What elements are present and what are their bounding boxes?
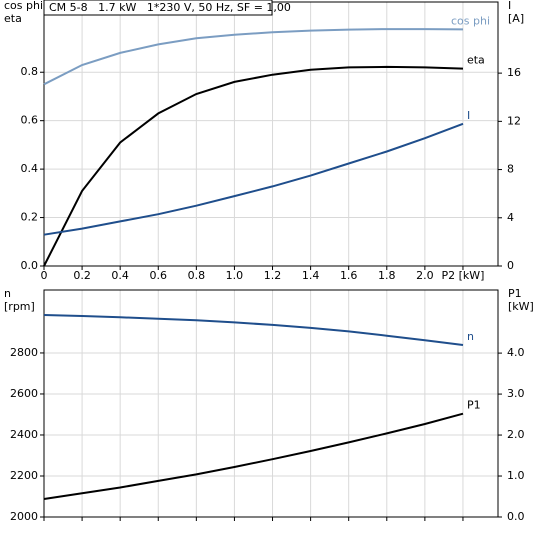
series-line (43, 122, 464, 236)
header: CM 5-8 1.7 kW 1*230 V, 50 Hz, SF = 1,00 (49, 1, 291, 14)
y-axis-label: cos phi (4, 0, 43, 12)
x-tick-label: 0.8 (188, 269, 206, 282)
y2-tick-label: 0 (507, 259, 514, 272)
y-tick-label: 2600 (10, 387, 38, 400)
y2-axis-label: [kW] (508, 300, 533, 313)
y-tick-label: 0.8 (21, 65, 39, 78)
series-label: I (467, 109, 470, 122)
x-tick-label: 0.2 (73, 269, 91, 282)
x-tick-label: 0 (41, 269, 48, 282)
x-tick-label: 2.0 (416, 269, 434, 282)
y-tick-label: 0.6 (21, 114, 39, 127)
x-tick-label: 1.2 (264, 269, 282, 282)
plot-frame (43, 1, 499, 267)
series-label: cos phi (451, 14, 490, 27)
x-tick-label: 1.8 (378, 269, 396, 282)
y-tick-label: 0.4 (21, 162, 39, 175)
x-tick-label: 1.0 (226, 269, 244, 282)
plots: 0 0.2 0.4 0.6 0.8 1.0 1.2 1.4 1.6 1.8 2.0 P2 [kW] 0.… (4, 0, 533, 523)
header-box (43, 0, 273, 16)
y2-tick-label: 2.0 (507, 428, 525, 441)
y2-tick-label: 12 (507, 114, 521, 127)
plot-frame (43, 289, 499, 518)
series-label: eta (467, 54, 485, 67)
y2-tick-label: 4 (507, 211, 514, 224)
y2-tick-label: 4.0 (507, 346, 525, 359)
y-axis-label: eta (4, 12, 22, 25)
x-tick-label: P2 [kW] (441, 269, 484, 282)
x-tick-label: 0.6 (150, 269, 168, 282)
x-tick-label: 1.6 (340, 269, 358, 282)
y2-axis-label: [A] (508, 12, 524, 25)
y-tick-label: 2400 (10, 428, 38, 441)
x-tick-label: 0.4 (111, 269, 129, 282)
y2-tick-label: 8 (507, 163, 514, 176)
y2-axis-label: P1 (508, 287, 522, 300)
y2-tick-label: 1.0 (507, 469, 525, 482)
y-tick-label: 2800 (10, 346, 38, 359)
y2-tick-label: 0.0 (507, 510, 525, 523)
y2-tick-label: 16 (507, 66, 521, 79)
series-line (43, 412, 464, 500)
y-tick-label: 2200 (10, 469, 38, 482)
y-axis-label: n (4, 287, 11, 300)
y-axis-label: [rpm] (4, 300, 35, 313)
series-line (43, 28, 464, 86)
y-tick-label: 2000 (10, 510, 38, 523)
y-tick-label: 0.0 (21, 259, 39, 272)
series-label: n (467, 330, 474, 343)
y-tick-label: 0.2 (21, 211, 39, 224)
series-line (43, 314, 464, 346)
series-line (43, 65, 464, 267)
y2-axis-label: I (508, 0, 511, 12)
y2-tick-label: 3.0 (507, 387, 525, 400)
series-label: P1 (467, 399, 481, 412)
x-tick-label: 1.4 (302, 269, 320, 282)
